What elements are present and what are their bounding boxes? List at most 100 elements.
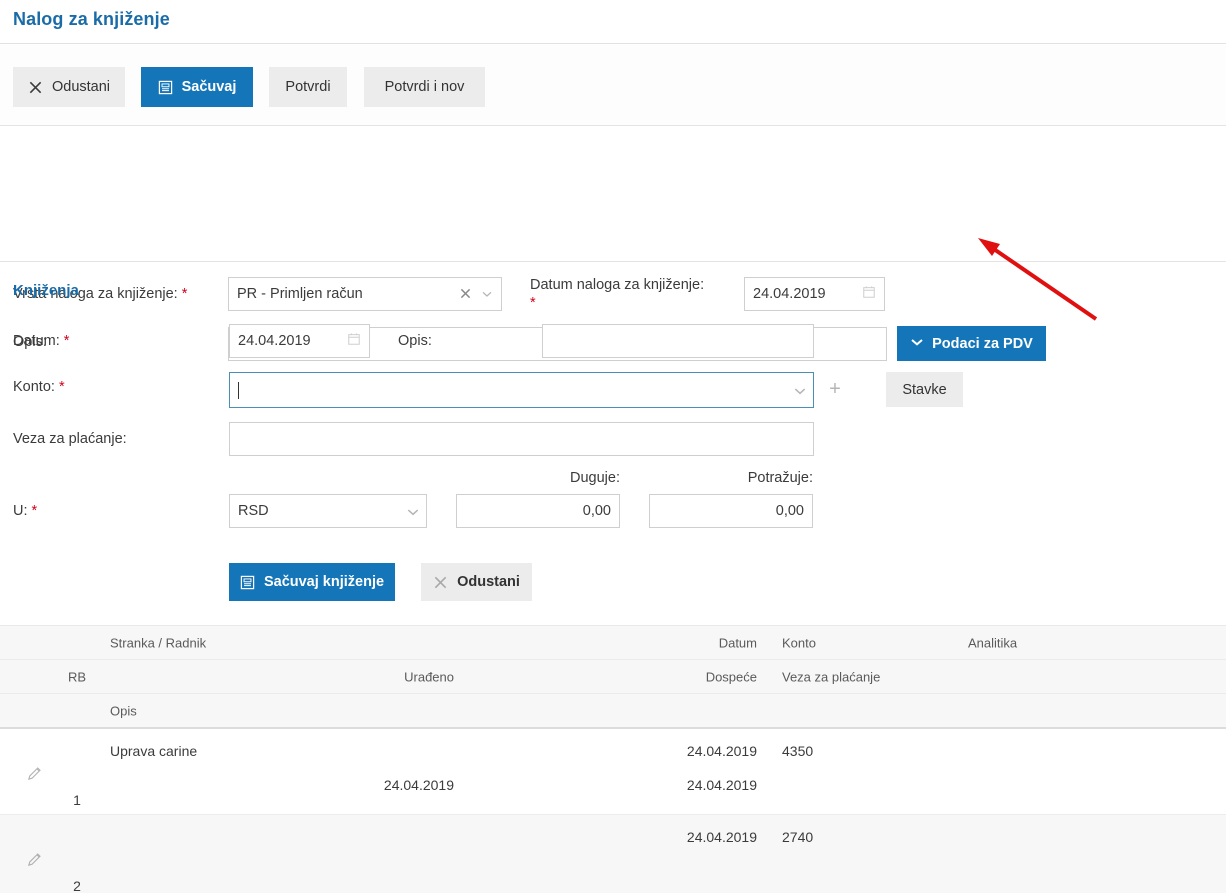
debit-value: 0,00 xyxy=(582,503,611,519)
table-header-row-3: Opis xyxy=(0,694,1226,727)
required-marker: * xyxy=(181,286,188,302)
debit-input[interactable]: 0,00 xyxy=(456,494,620,528)
save-posting-button-label: Sačuvaj knjiženje xyxy=(263,574,385,590)
items-button-label: Stavke xyxy=(902,381,947,398)
currency-select[interactable]: RSD xyxy=(229,494,427,528)
description-label: Opis: xyxy=(13,334,47,350)
table-header-row-1: Stranka / Radnik Datum Konto Analitika xyxy=(0,626,1226,660)
posting-description-label-text: Opis: xyxy=(398,333,432,349)
account-label: Konto: * xyxy=(13,379,65,395)
cell-party: Uprava carine xyxy=(110,743,198,759)
order-type-label-text: Vrsta naloga za knjiženje: xyxy=(13,286,182,302)
header-account: Konto xyxy=(782,635,816,650)
required-marker: * xyxy=(58,379,65,395)
cell-rb: 1 xyxy=(73,792,81,808)
header-analytics: Analitika xyxy=(968,635,1018,650)
save-disk-icon xyxy=(158,80,173,95)
cell-rb: 2 xyxy=(73,878,81,893)
account-value xyxy=(238,381,514,399)
posting-description-label: Opis: xyxy=(398,333,432,349)
header-form: Vrsta naloga za knjiženje: * PR - Primlj… xyxy=(0,127,1226,361)
currency-label: U: * xyxy=(13,503,37,519)
cancel-posting-button[interactable]: Odustani xyxy=(421,563,532,601)
debit-label: Duguje: xyxy=(570,470,620,486)
posting-date-input[interactable]: 24.04.2019 xyxy=(229,324,370,358)
cell-date: 24.04.2019 xyxy=(686,829,757,845)
cell-date: 24.04.2019 xyxy=(686,743,757,759)
cell-account: 2740 xyxy=(782,829,814,845)
add-account-icon[interactable]: + xyxy=(829,378,841,400)
toolbar: Odustani Sačuvaj Potvrdi Potvrdi i nov xyxy=(0,45,1226,126)
page-title: Nalog za knjiženje xyxy=(13,9,170,29)
header-date: Datum xyxy=(718,635,757,650)
pdv-data-button[interactable]: Podaci za PDV xyxy=(897,326,1046,361)
table-row[interactable]: 2 24.04.2019 2740 xyxy=(0,815,1226,893)
calendar-icon[interactable] xyxy=(347,332,361,350)
close-icon xyxy=(28,80,43,95)
header-description: Opis xyxy=(110,703,137,718)
posting-date-value: 24.04.2019 xyxy=(238,333,311,349)
order-type-value: PR - Primljen račun xyxy=(237,286,363,302)
header-due: Dospeće xyxy=(705,669,757,684)
currency-label-text: U: xyxy=(13,503,32,519)
save-button[interactable]: Sačuvaj xyxy=(141,67,253,107)
cancel-posting-button-label: Odustani xyxy=(457,574,520,590)
confirm-and-new-button-label: Potvrdi i nov xyxy=(384,79,465,95)
header-rb: RB xyxy=(67,669,87,684)
order-date-input[interactable]: 24.04.2019 xyxy=(744,277,885,311)
postings-table: Stranka / Radnik Datum Konto Analitika R… xyxy=(0,625,1226,893)
save-disk-icon xyxy=(240,575,255,590)
edit-pencil-icon[interactable] xyxy=(26,765,43,787)
confirm-button[interactable]: Potvrdi xyxy=(269,67,347,107)
chevron-down-icon[interactable] xyxy=(481,288,493,300)
account-select[interactable] xyxy=(229,372,814,408)
table-row[interactable]: 1 Uprava carine 24.04.2019 24.04.2019 24… xyxy=(0,729,1226,815)
order-type-select[interactable]: PR - Primljen račun xyxy=(228,277,502,311)
credit-label: Potražuje: xyxy=(747,470,813,486)
required-marker: * xyxy=(31,503,38,519)
order-date-label-text: Datum naloga za knjiženje: xyxy=(530,277,705,293)
payment-reference-label-text: Veza za plaćanje: xyxy=(13,431,127,447)
credit-value: 0,00 xyxy=(775,503,804,519)
cancel-button-label: Odustani xyxy=(51,79,111,95)
required-marker: * xyxy=(63,333,70,349)
currency-value: RSD xyxy=(238,503,269,519)
title-bar: Nalog za knjiženje xyxy=(0,0,1226,44)
pdv-data-button-label: Podaci za PDV xyxy=(932,335,1033,352)
posting-date-label-text: Datum: xyxy=(13,333,64,349)
chevron-down-icon[interactable] xyxy=(406,505,419,517)
cell-due: 24.04.2019 xyxy=(686,777,757,793)
edit-pencil-icon[interactable] xyxy=(26,851,43,873)
header-done: Urađeno xyxy=(404,669,454,684)
items-button[interactable]: Stavke xyxy=(886,372,963,407)
payment-reference-label: Veza za plaćanje: xyxy=(13,431,127,447)
calendar-icon[interactable] xyxy=(862,285,876,303)
table-header-row-2: RB Urađeno Dospeće Veza za plaćanje xyxy=(0,660,1226,694)
order-date-value: 24.04.2019 xyxy=(753,286,826,302)
order-date-label: Datum naloga za knjiženje: * xyxy=(530,276,740,312)
header-payment-ref: Veza za plaćanje xyxy=(782,669,881,684)
description-label-text: Opis: xyxy=(13,334,47,350)
posting-description-input[interactable] xyxy=(542,324,814,358)
save-button-label: Sačuvaj xyxy=(181,79,237,95)
posting-date-label: Datum: * xyxy=(13,333,69,349)
cell-done: 24.04.2019 xyxy=(383,777,454,793)
chevron-down-icon xyxy=(910,335,924,353)
close-icon xyxy=(433,575,448,590)
confirm-button-label: Potvrdi xyxy=(285,79,331,95)
cell-account: 4350 xyxy=(782,743,814,759)
table-header: Stranka / Radnik Datum Konto Analitika R… xyxy=(0,625,1226,729)
clear-icon[interactable] xyxy=(460,287,471,301)
cancel-button[interactable]: Odustani xyxy=(13,67,125,107)
postings-section-title: Knjiženja xyxy=(13,282,79,299)
header-party: Stranka / Radnik xyxy=(110,635,207,650)
chevron-down-icon[interactable] xyxy=(793,384,806,396)
account-label-text: Konto: xyxy=(13,379,59,395)
save-posting-button[interactable]: Sačuvaj knjiženje xyxy=(229,563,395,601)
credit-input[interactable]: 0,00 xyxy=(649,494,813,528)
required-marker: * xyxy=(530,295,536,311)
payment-reference-input[interactable] xyxy=(229,422,814,456)
confirm-and-new-button[interactable]: Potvrdi i nov xyxy=(364,67,485,107)
order-type-label: Vrsta naloga za knjiženje: * xyxy=(13,286,187,302)
